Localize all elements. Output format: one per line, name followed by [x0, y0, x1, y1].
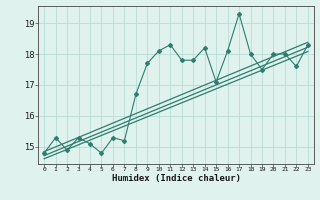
X-axis label: Humidex (Indice chaleur): Humidex (Indice chaleur)	[111, 174, 241, 183]
